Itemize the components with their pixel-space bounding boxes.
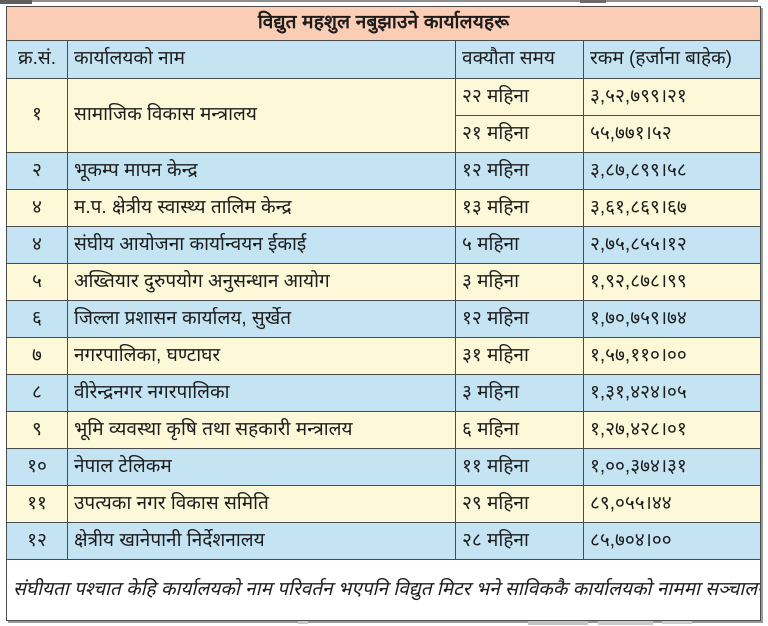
cropped-content-below-mark xyxy=(528,621,588,625)
office-name-cell: उपत्यका नगर विकास समिति xyxy=(67,485,456,523)
office-name-cell: भूमि व्यवस्था कृषि तथा सहकारी मन्त्रालय xyxy=(67,411,456,449)
arrears-table: विद्युत महशुल नबुझाउने कार्यालयहरू क्र.स… xyxy=(5,6,762,621)
due-time-cell: १२ महिना xyxy=(455,300,584,338)
due-time-cell: २९ महिना xyxy=(455,485,584,523)
amount-cell: २,७५,८५५।१२ xyxy=(582,226,762,264)
amount-cell: ३,६१,८६९।६७ xyxy=(582,189,762,227)
office-name-cell: नगरपालिका, घण्टाघर xyxy=(67,337,456,375)
col-header-amount: रकम (हर्जाना बाहेक) xyxy=(582,40,762,79)
cropped-content-below-mark xyxy=(298,621,308,624)
serial-cell: १ xyxy=(6,78,68,153)
table-row: ७ नगरपालिका, घण्टाघर ३१ महिना १,५७,११०।०… xyxy=(6,337,762,375)
due-time-cell: २८ महिना xyxy=(455,522,584,560)
table-row: १ सामाजिक विकास मन्त्रालय २२ महिना ३,५२,… xyxy=(6,78,762,153)
table-title: विद्युत महशुल नबुझाउने कार्यालयहरू xyxy=(5,6,762,41)
footnote: संघीयता पश्चात केहि कार्यालयको नाम परिवर… xyxy=(5,559,762,621)
office-name-cell: भूकम्प मापन केन्द्र xyxy=(67,152,456,190)
serial-cell: ४ xyxy=(6,226,68,264)
serial-cell: १२ xyxy=(6,522,68,560)
serial-cell: ६ xyxy=(6,300,68,338)
cropped-content-above-mark-left xyxy=(0,0,32,4)
due-time-cell: २१ महिना xyxy=(455,115,584,153)
serial-cell: ८ xyxy=(6,374,68,412)
due-time-cell: ३१ महिना xyxy=(455,337,584,375)
serial-cell: ११ xyxy=(6,485,68,523)
table-row: ४ संघीय आयोजना कार्यान्वयन ईकाई ५ महिना … xyxy=(6,226,762,264)
serial-cell: ४ xyxy=(6,189,68,227)
office-name-cell: सामाजिक विकास मन्त्रालय xyxy=(67,78,456,153)
table-row: २ भूकम्प मापन केन्द्र १२ महिना ३,८७,८९९।… xyxy=(6,152,762,190)
serial-cell: २ xyxy=(6,152,68,190)
office-name-cell: अख्तियार दुरुपयोग अनुसन्धान आयोग xyxy=(67,263,456,301)
amount-cell: ३,५२,७९९।२१ xyxy=(582,78,762,116)
cropped-content-above-mark-mid xyxy=(580,0,606,3)
office-name-cell: क्षेत्रीय खानेपानी निर्देशनालय xyxy=(67,522,456,560)
due-time-cell: ३ महिना xyxy=(455,263,584,301)
cropped-content-below-mark xyxy=(598,621,653,625)
table-row: ११ उपत्यका नगर विकास समिति २९ महिना ८९,०… xyxy=(6,485,762,523)
table-row: १० नेपाल टेलिकम ११ महिना १,००,३७४।३१ xyxy=(6,448,762,486)
serial-cell: १० xyxy=(6,448,68,486)
due-time-cell: ६ महिना xyxy=(455,411,584,449)
table-header-row: क्र.सं. कार्यालयको नाम वक्यौता समय रकम (… xyxy=(6,40,762,79)
cropped-content-above-line xyxy=(10,0,758,2)
office-name-cell: वीरेन्द्रनगर नगरपालिका xyxy=(67,374,456,412)
amount-cell: १,३१,४२४।०५ xyxy=(582,374,762,412)
amount-cell: ३,८७,८९९।५८ xyxy=(582,152,762,190)
due-time-cell: १२ महिना xyxy=(455,152,584,190)
table-row: १२ क्षेत्रीय खानेपानी निर्देशनालय २८ महि… xyxy=(6,522,762,560)
amount-cell: ८९,०५५।४४ xyxy=(582,485,762,523)
amount-cell: १,००,३७४।३१ xyxy=(582,448,762,486)
cropped-content-below-mark xyxy=(662,621,692,624)
due-time-cell: २२ महिना xyxy=(455,78,584,116)
col-header-due-time: वक्यौता समय xyxy=(455,40,584,79)
due-time-cell: ११ महिना xyxy=(455,448,584,486)
footnote-row: संघीयता पश्चात केहि कार्यालयको नाम परिवर… xyxy=(5,559,762,621)
table-row: ६ जिल्ला प्रशासन कार्यालय, सुर्खेत १२ मह… xyxy=(6,300,762,338)
serial-cell: ९ xyxy=(6,411,68,449)
serial-cell: ५ xyxy=(6,263,68,301)
amount-cell: १,७०,७५९।७४ xyxy=(582,300,762,338)
due-time-cell: ३ महिना xyxy=(455,374,584,412)
due-time-cell: ५ महिना xyxy=(455,226,584,264)
office-name-cell: नेपाल टेलिकम xyxy=(67,448,456,486)
table-row: ५ अख्तियार दुरुपयोग अनुसन्धान आयोग ३ महि… xyxy=(6,263,762,301)
amount-cell: ८५,७०४।०० xyxy=(582,522,762,560)
office-name-cell: जिल्ला प्रशासन कार्यालय, सुर्खेत xyxy=(67,300,456,338)
table-row: २१ महिना ५५,७७१।५२ xyxy=(7,115,762,153)
table-row: ८ वीरेन्द्रनगर नगरपालिका ३ महिना १,३१,४२… xyxy=(6,374,762,412)
col-header-office-name: कार्यालयको नाम xyxy=(67,40,456,79)
amount-cell: १,२७,४२८।०१ xyxy=(582,411,762,449)
due-time-cell: १३ महिना xyxy=(455,189,584,227)
serial-cell: ७ xyxy=(6,337,68,375)
table-row: ९ भूमि व्यवस्था कृषि तथा सहकारी मन्त्राल… xyxy=(6,411,762,449)
table-title-row: विद्युत महशुल नबुझाउने कार्यालयहरू xyxy=(5,6,762,41)
amount-cell: १,५७,११०।०० xyxy=(582,337,762,375)
col-header-serial: क्र.सं. xyxy=(6,40,68,79)
amount-cell: १,९२,८७८।९९ xyxy=(582,263,762,301)
office-name-cell: संघीय आयोजना कार्यान्वयन ईकाई xyxy=(67,226,456,264)
office-name-cell: म.प. क्षेत्रीय स्वास्थ्य तालिम केन्द्र xyxy=(67,189,456,227)
table-row: ४ म.प. क्षेत्रीय स्वास्थ्य तालिम केन्द्र… xyxy=(6,189,762,227)
amount-cell: ५५,७७१।५२ xyxy=(582,115,762,153)
